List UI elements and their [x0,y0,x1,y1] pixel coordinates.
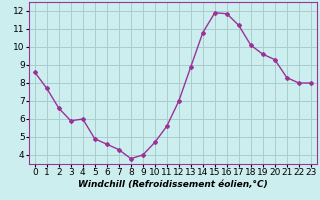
X-axis label: Windchill (Refroidissement éolien,°C): Windchill (Refroidissement éolien,°C) [78,180,268,189]
